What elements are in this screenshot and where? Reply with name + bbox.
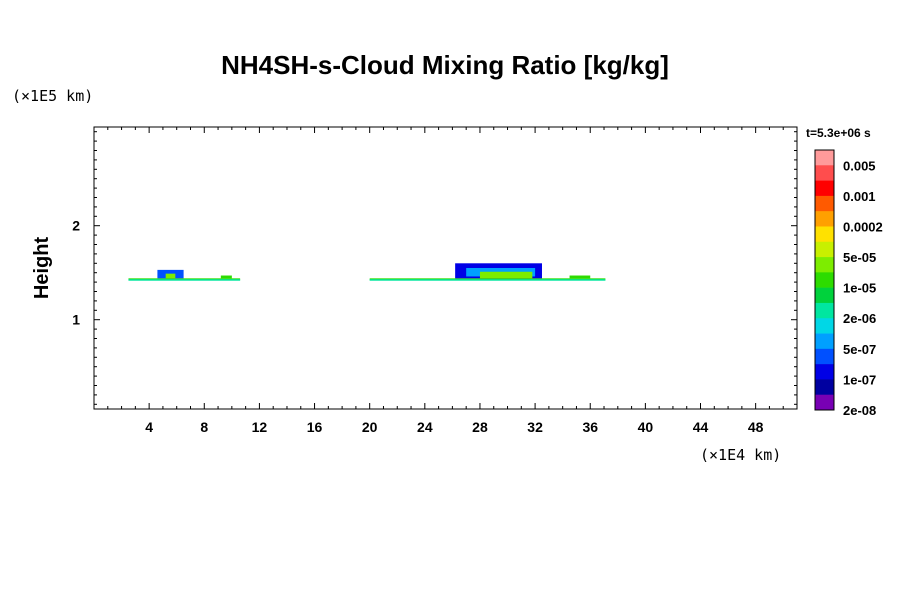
x-tick-label: 16	[307, 419, 323, 435]
y-tick-label: 1	[72, 312, 80, 328]
colorbar-swatch	[815, 394, 834, 411]
x-axis: 4 8 12 16 20 24 28 32 36 40 44 48	[107, 127, 784, 435]
x-tick-label: 44	[693, 419, 709, 435]
cloud-base-rim-1	[369, 279, 606, 281]
cloud-region-3	[165, 273, 176, 279]
cloud-region-4	[220, 275, 232, 279]
x-tick-label: 48	[748, 419, 764, 435]
cloud-layer	[128, 263, 606, 281]
y-axis-unit: (×1E5 km)	[12, 87, 93, 105]
colorbar-label: 1e-05	[843, 281, 876, 296]
colorbar-swatch	[815, 226, 834, 243]
colorbar-label: 0.005	[843, 158, 876, 173]
y-tick-label: 2	[72, 218, 80, 234]
plot-frame	[93, 126, 798, 410]
x-tick-label: 28	[472, 419, 488, 435]
colorbar-frame	[814, 149, 835, 411]
colorbar-swatch	[815, 257, 834, 273]
colorbar: 0.005 0.001 0.0002 5e-05 1e-05 2e-06 5e-07 1e-0…	[814, 149, 883, 418]
colorbar-swatch	[815, 364, 834, 380]
colorbar-swatch	[815, 165, 834, 181]
colorbar-swatch	[815, 241, 834, 258]
x-tick-label: 36	[582, 419, 598, 435]
colorbar-label: 0.001	[843, 189, 876, 204]
colorbar-swatch	[815, 379, 834, 396]
x-tick-label: 20	[362, 419, 378, 435]
plot-area: 4 8 12 16 20 24 28 32 36 40 44 48 12	[72, 126, 798, 435]
colorbar-label: 5e-05	[843, 250, 876, 265]
x-tick-label: 12	[252, 419, 268, 435]
colorbar-label: 1e-07	[843, 372, 876, 387]
x-axis-unit: (×1E4 km)	[700, 446, 781, 464]
y-axis: 12	[72, 131, 797, 405]
colorbar-swatch	[815, 195, 834, 212]
x-tick-label: 4	[145, 419, 153, 435]
colorbar-swatch	[815, 180, 834, 197]
colorbar-swatch	[815, 211, 834, 227]
colorbar-swatch	[815, 318, 834, 334]
time-label: t=5.3e+06 s	[806, 126, 871, 140]
colorbar-swatch	[815, 287, 834, 304]
x-tick-label: 8	[200, 419, 208, 435]
cloud-base-rim-0	[128, 279, 241, 281]
chart-title: NH4SH-s-Cloud Mixing Ratio [kg/kg]	[221, 50, 669, 80]
y-axis-label: Height	[31, 237, 53, 300]
colorbar-label: 2e-08	[843, 403, 876, 418]
colorbar-swatch	[815, 150, 834, 166]
colorbar-swatch	[815, 272, 834, 288]
colorbar-swatch	[815, 302, 834, 319]
colorbar-label: 5e-07	[843, 342, 876, 357]
colorbar-swatch	[815, 333, 834, 350]
cloud-region-8	[569, 275, 591, 279]
x-tick-label: 40	[638, 419, 654, 435]
cloud-region-7	[479, 271, 533, 279]
x-tick-label: 24	[417, 419, 433, 435]
colorbar-label: 0.0002	[843, 219, 883, 234]
colorbar-label: 2e-06	[843, 311, 876, 326]
x-tick-label: 32	[527, 419, 543, 435]
colorbar-swatch	[815, 348, 834, 365]
